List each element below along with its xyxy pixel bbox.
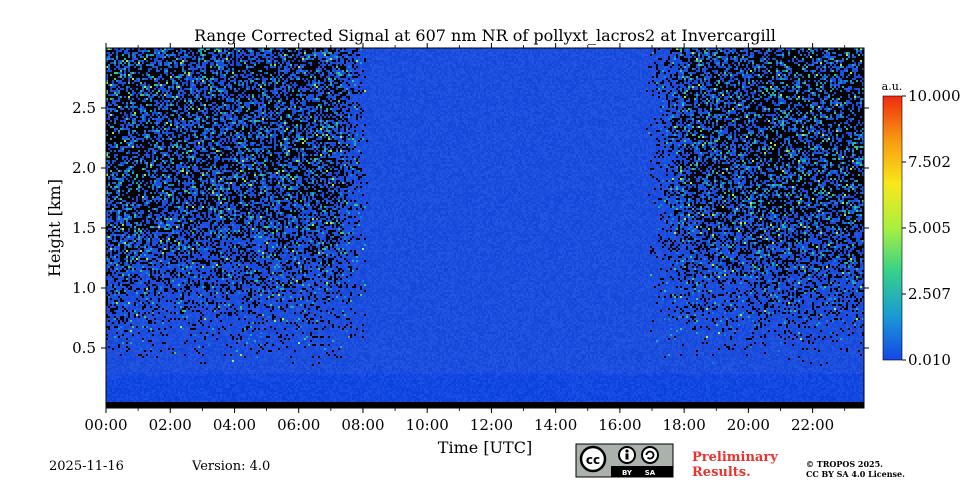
sa-icon <box>641 446 659 464</box>
y-axis: 0.5 1.0 1.5 2.0 2.5 <box>72 99 869 357</box>
y-tick-label: 2.0 <box>72 159 96 177</box>
footer-date: 2025-11-16 <box>49 459 124 474</box>
colorbar-tick-label: 7.502 <box>908 153 951 171</box>
colorbar-tick-label: 0.010 <box>908 351 951 369</box>
footer-version: Version: 4.0 <box>191 459 270 474</box>
x-tick-label: 22:00 <box>791 416 834 434</box>
y-tick-label: 2.5 <box>72 99 96 117</box>
plot-area <box>105 47 865 409</box>
bottom-black-band <box>106 402 864 408</box>
x-tick-label: 08:00 <box>341 416 384 434</box>
x-tick-label: 14:00 <box>534 416 577 434</box>
x-tick-label: 02:00 <box>149 416 192 434</box>
svg-text:SA: SA <box>645 469 656 477</box>
copyright-line-2: CC BY SA 4.0 License. <box>806 469 905 479</box>
x-tick-label: 06:00 <box>277 416 320 434</box>
signal-heatmap <box>106 48 864 402</box>
x-axis: 00:00 02:00 04:00 06:00 08:00 10:00 12:00 14:00… <box>84 43 846 434</box>
x-tick-label: 04:00 <box>213 416 256 434</box>
colorbar-ticks: 0.010 2.507 5.005 7.502 10.000 <box>902 87 960 369</box>
preliminary-label: Preliminary <box>692 450 778 465</box>
colorbar-tick-label: 10.000 <box>908 87 960 105</box>
x-tick-label: 18:00 <box>663 416 706 434</box>
x-axis-label: Time [UTC] <box>438 438 532 457</box>
colorbar <box>882 95 903 361</box>
y-tick-label: 1.5 <box>72 219 96 237</box>
x-tick-label: 10:00 <box>406 416 449 434</box>
results-label: Results. <box>692 465 751 480</box>
colorbar-tick-label: 5.005 <box>908 219 951 237</box>
x-tick-label: 12:00 <box>470 416 513 434</box>
svg-text:BY: BY <box>622 469 633 477</box>
cc-license-badge: cc BY SA <box>575 443 674 478</box>
colorbar-tick-label: 2.507 <box>908 285 951 303</box>
colorbar-unit: a.u. <box>882 80 903 93</box>
y-tick-label: 1.0 <box>72 279 96 297</box>
x-tick-label: 00:00 <box>84 416 127 434</box>
copyright-line-1: © TROPOS 2025. <box>806 459 883 469</box>
y-tick-label: 0.5 <box>72 339 96 357</box>
y-axis-label: Height [km] <box>45 179 64 277</box>
cc-icon <box>579 445 607 473</box>
x-tick-label: 20:00 <box>727 416 770 434</box>
chart-title: Range Corrected Signal at 607 nm NR of p… <box>194 26 776 45</box>
svg-text:cc: cc <box>586 453 600 467</box>
x-tick-label: 16:00 <box>598 416 641 434</box>
